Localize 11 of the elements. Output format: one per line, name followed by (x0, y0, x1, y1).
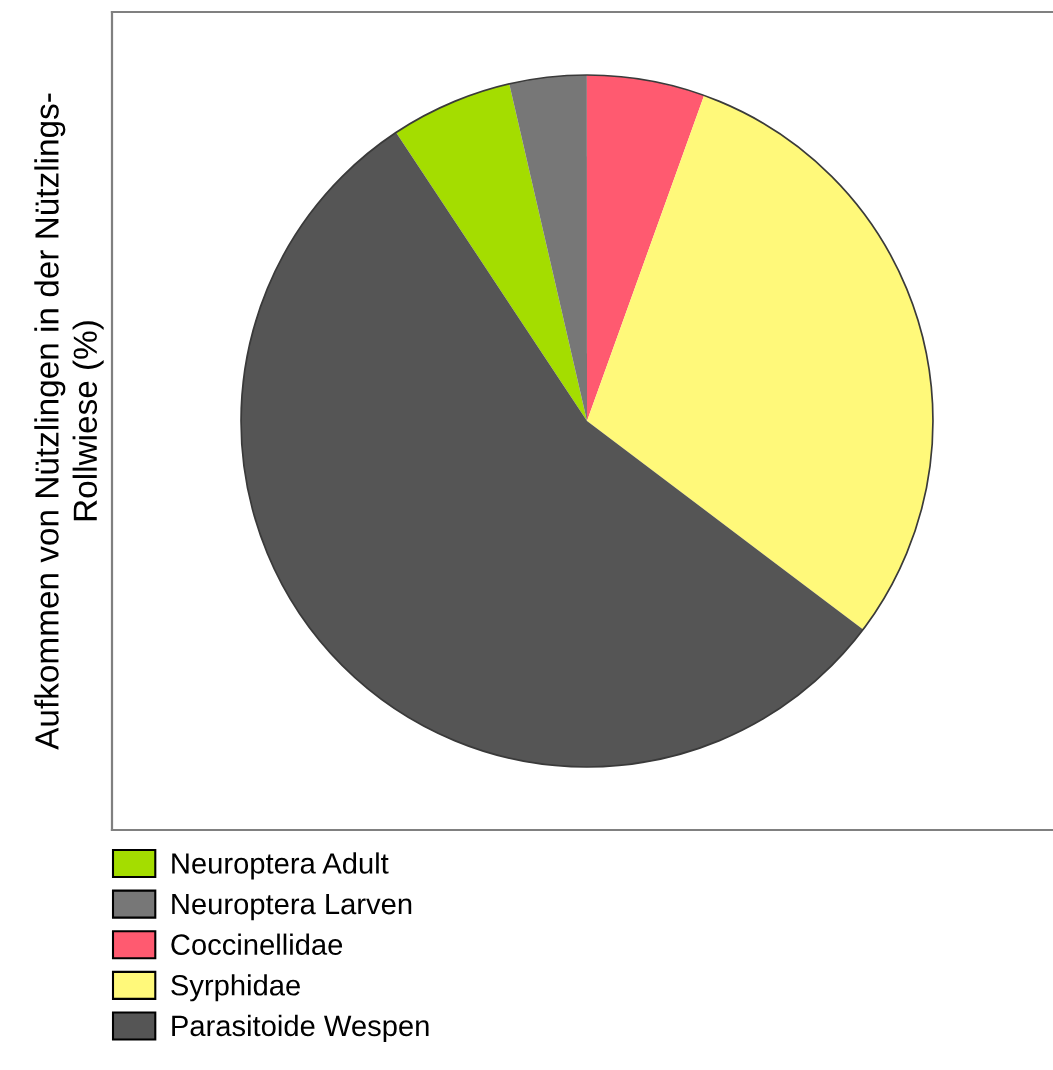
legend-label: Neuroptera Larven (172, 894, 412, 921)
legend-label: Neuroptera Adult (172, 852, 389, 880)
legend-label: Syrphidae (171, 974, 300, 1002)
pie-slice (509, 75, 587, 421)
text: Aufkommen von Nützlingen in der Nützlings- Rollwiese (%) (34, 93, 104, 750)
pie-slice (586, 75, 705, 421)
legend-label: Coccinellidae (171, 933, 343, 955)
pie-slice (241, 132, 864, 767)
pie-slice (396, 83, 587, 421)
pie-slice (587, 95, 933, 630)
legend-label: Parasitoide Wespen (172, 1014, 429, 1042)
